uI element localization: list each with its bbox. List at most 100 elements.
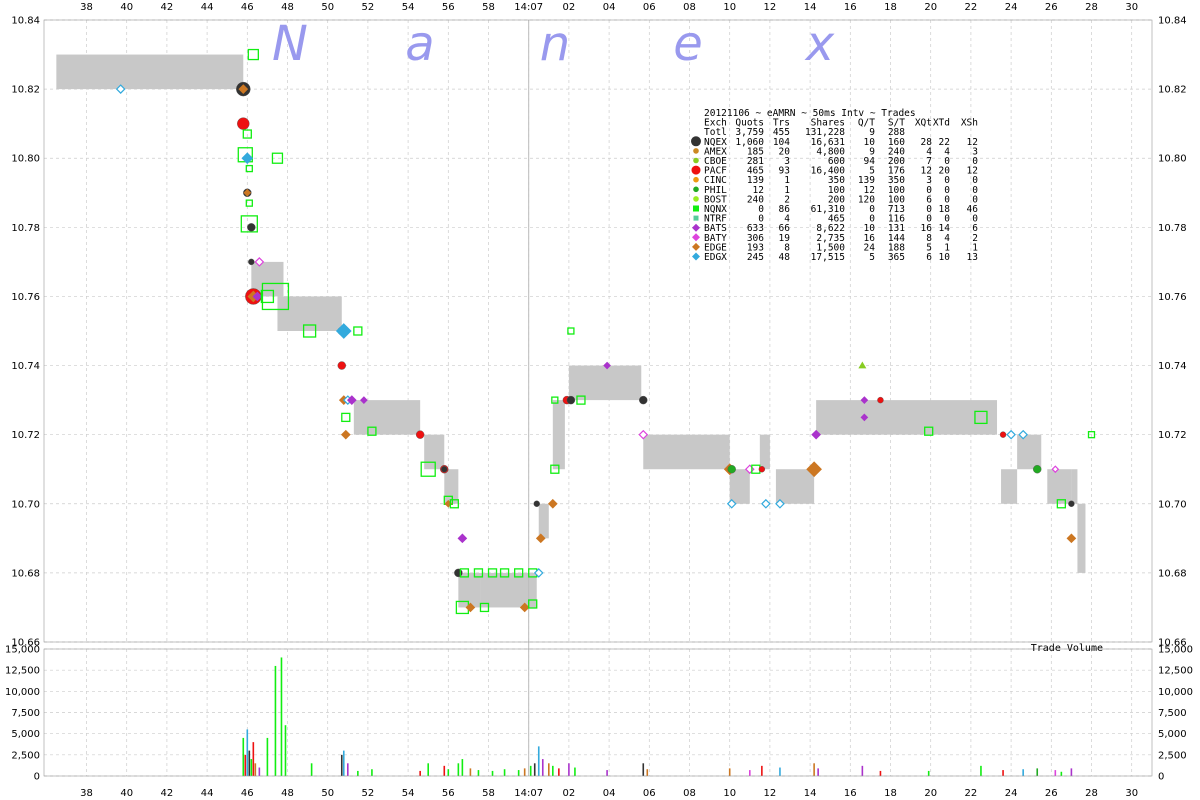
- legend-cell: EDGE: [704, 242, 727, 253]
- x-tick-label-top: 42: [161, 2, 174, 13]
- volume-bar-pacf: [879, 770, 882, 776]
- legend-cell: 1: [784, 185, 790, 196]
- y-tick-label-right: 10.82: [1158, 85, 1187, 96]
- nbbo-band: [480, 572, 537, 608]
- trade-marker-nqnx: [353, 326, 363, 336]
- x-tick-label-top: 28: [1085, 2, 1098, 13]
- trade-marker-baty: [638, 429, 649, 440]
- x-tick-label-bottom: 08: [683, 788, 696, 799]
- legend-cell: 193: [747, 242, 764, 253]
- nbbo-band: [643, 434, 730, 470]
- legend-cell: 633: [747, 223, 764, 234]
- legend-cell: BATS: [704, 223, 727, 234]
- legend-cell: 0: [972, 156, 978, 167]
- trade-marker-edgx: [761, 498, 771, 509]
- legend-cell: 12: [753, 185, 764, 196]
- legend-total-row: Totl 3,759 455 131,228 9 288: [704, 127, 905, 138]
- trade-marker-nqnx: [261, 282, 290, 311]
- volume-bar-nqnx: [927, 770, 930, 776]
- legend-row-nqex: NQEX 1,060 104 16,631 10 160 28 22 12: [704, 137, 978, 148]
- legend-cell: 0: [972, 214, 978, 225]
- volume-bar-edgx: [342, 750, 345, 776]
- legend-cell: 0: [926, 204, 932, 215]
- legend-cell: 0: [944, 214, 950, 225]
- legend-cell: 7: [926, 156, 932, 167]
- volume-bar-nqnx: [427, 763, 429, 776]
- legend-cell: 13: [967, 252, 978, 263]
- legend-cell: PHIL: [704, 185, 727, 196]
- legend-cell: 200: [828, 194, 845, 205]
- x-tick-label-bottom: 04: [603, 788, 616, 799]
- watermark-letter: x: [804, 16, 835, 72]
- trade-marker-nqex: [248, 258, 255, 266]
- trade-marker-nqnx: [271, 152, 284, 164]
- volume-bar-bats: [568, 763, 570, 776]
- legend-cell: 8: [784, 242, 790, 253]
- nbbo-band: [1001, 469, 1018, 504]
- legend-cell: Shares: [811, 118, 845, 129]
- trade-marker-bats: [860, 413, 869, 422]
- y-tick-label-right: 10.84: [1158, 16, 1187, 27]
- legend-cell: EDGX: [704, 252, 727, 263]
- legend-swatch-nqex: [691, 136, 701, 147]
- nbbo-band: [444, 469, 459, 504]
- y-tick-label-left: 10.66: [11, 638, 40, 649]
- legend-cell: 0: [972, 185, 978, 196]
- volume-bar-nqnx: [357, 770, 359, 776]
- x-tick-label-top: 52: [362, 2, 375, 13]
- legend-cell: 3,759: [735, 127, 764, 138]
- legend-cell: 0: [944, 175, 950, 186]
- legend-cell: 86: [779, 204, 791, 215]
- x-tick-label-top: 10: [723, 2, 736, 13]
- trade-marker-nqnx: [974, 410, 988, 425]
- legend-row-phil: PHIL 12 1 100 12 100 0 0 0: [704, 185, 978, 196]
- legend-cell: 16: [921, 223, 933, 234]
- trade-marker-nqnx: [487, 568, 498, 578]
- trade-marker-pacf: [337, 361, 346, 370]
- legend-cell: PACF: [704, 166, 727, 177]
- x-tick-label-top: 40: [120, 2, 133, 13]
- nbbo-band: [729, 469, 750, 504]
- nbbo-band: [816, 400, 998, 435]
- x-tick-label-bottom: 24: [1005, 788, 1018, 799]
- y-tick-label-right: 10.74: [1158, 361, 1187, 372]
- nbbo-band: [458, 572, 481, 608]
- volume-bars: [242, 657, 1073, 776]
- trade-marker-nqex: [639, 395, 648, 405]
- trade-marker-edgx: [115, 84, 126, 94]
- legend-cell: 12: [967, 166, 978, 177]
- legend-cell: 94: [864, 156, 876, 167]
- legend-cell: Quots: [735, 118, 764, 129]
- y-tick-label-left: 10.82: [11, 85, 40, 96]
- volume-bar-nqex: [533, 763, 536, 776]
- trade-marker-edge: [1066, 533, 1077, 544]
- legend-cell: 16,631: [811, 137, 846, 148]
- y-tick-label-left: 10.72: [11, 430, 40, 441]
- x-tick-label-top: 18: [884, 2, 897, 13]
- volume-panel-frame: [43, 648, 1153, 777]
- x-tick-label-top: 54: [402, 2, 415, 13]
- legend-cell: 306: [747, 233, 764, 244]
- trade-marker-nqnx: [459, 568, 470, 578]
- x-tick-label-top: 06: [643, 2, 656, 13]
- legend-cell: 6: [972, 223, 978, 234]
- nbbo-band: [56, 54, 244, 90]
- y-tick-label-left: 10.68: [11, 568, 40, 579]
- legend-cell: BATY: [704, 233, 727, 244]
- legend-swatch-phil: [693, 186, 699, 193]
- legend-cell: 144: [888, 233, 905, 244]
- x-tick-label-bottom: 26: [1045, 788, 1058, 799]
- legend-row-bost: BOST 240 2 200 120 100 6 0 0: [704, 194, 978, 205]
- legend-cell: 350: [828, 175, 845, 186]
- legend-swatch-bost: [693, 196, 699, 202]
- legend-row-cinc: CINC 139 1 350 139 350 3 0 0: [704, 175, 978, 186]
- legend-swatch-baty: [692, 233, 700, 242]
- trade-marker-nqnx: [551, 396, 559, 404]
- x-tick-label-bottom: 54: [402, 788, 415, 799]
- legend-cell: BOST: [704, 194, 727, 205]
- trade-marker-pacf: [877, 396, 884, 404]
- legend-cell: 139: [747, 175, 764, 186]
- legend-cell: 245: [747, 252, 764, 263]
- x-tick-label-top: 22: [965, 2, 978, 13]
